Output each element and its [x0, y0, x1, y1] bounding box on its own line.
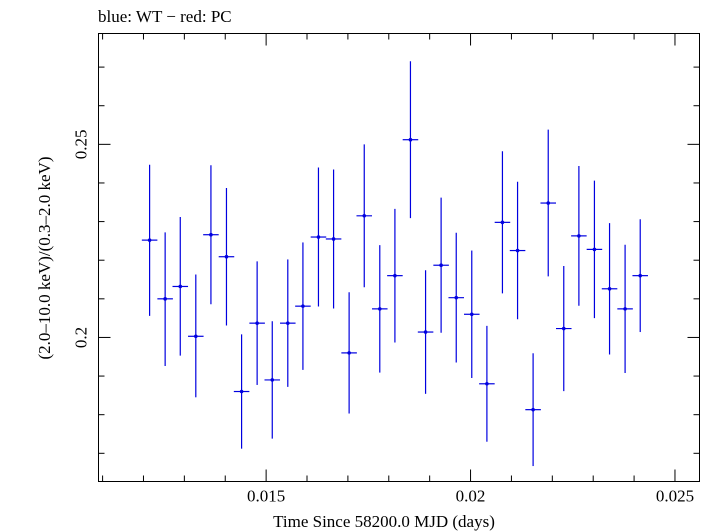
data-marker	[362, 213, 367, 218]
data-marker	[500, 220, 505, 225]
x-tick-label: 0.025	[656, 487, 694, 506]
data-marker	[638, 273, 643, 278]
data-point	[172, 216, 189, 356]
data-point	[586, 180, 603, 319]
axis-tick-labels: 0.015 0.02 0.025 0.2 0.25	[72, 129, 695, 505]
chart-title: blue: WT − red: PC	[98, 7, 232, 26]
data-marker	[531, 407, 535, 412]
data-point	[157, 232, 173, 367]
data-point	[571, 165, 587, 306]
data-marker	[347, 351, 351, 355]
data-marker	[224, 254, 229, 259]
data-point	[617, 244, 633, 373]
data-marker	[408, 137, 413, 142]
data-point	[218, 187, 235, 326]
data-point	[295, 242, 311, 370]
plot-frame	[98, 33, 700, 482]
data-marker	[194, 334, 198, 339]
data-point	[203, 165, 219, 305]
y-tick-label: 0.25	[72, 129, 91, 159]
data-marker	[454, 295, 459, 300]
data-point	[372, 245, 388, 373]
data-marker	[607, 286, 612, 291]
data-point	[525, 353, 541, 467]
data-marker	[316, 235, 321, 239]
data-marker	[239, 389, 244, 394]
data-point	[402, 61, 419, 219]
data-marker	[285, 321, 290, 325]
data-point	[141, 164, 158, 316]
y-tick-label: 0.2	[72, 327, 91, 348]
data-marker	[255, 321, 259, 325]
data-series	[141, 61, 648, 467]
data-point	[494, 151, 511, 294]
data-point	[387, 208, 403, 343]
data-marker	[178, 284, 183, 289]
data-marker	[485, 381, 489, 386]
data-point	[264, 321, 281, 439]
data-point	[249, 261, 265, 385]
data-point	[280, 259, 296, 387]
axis-ticks	[98, 33, 700, 482]
data-marker	[623, 307, 627, 311]
data-point	[233, 334, 250, 449]
data-point	[464, 250, 480, 378]
x-tick-label: 0.015	[247, 487, 285, 506]
data-point	[601, 223, 618, 355]
data-marker	[393, 273, 397, 278]
data-point	[509, 181, 526, 320]
data-marker	[469, 312, 474, 317]
data-marker	[561, 326, 566, 331]
data-marker	[515, 248, 520, 253]
data-point	[555, 265, 572, 392]
data-marker	[377, 307, 382, 311]
data-marker	[423, 330, 428, 334]
data-point	[310, 167, 327, 307]
data-point	[632, 219, 648, 333]
x-axis-label: Time Since 58200.0 MJD (days)	[273, 512, 495, 531]
data-point	[417, 270, 434, 394]
y-axis-label: (2.0–10.0 keV)/(0.3–2.0 keV)	[35, 156, 54, 359]
data-marker	[439, 263, 443, 268]
data-marker	[301, 304, 305, 308]
data-marker	[592, 247, 597, 252]
data-point	[448, 232, 465, 363]
data-marker	[577, 234, 581, 238]
data-marker	[270, 378, 275, 382]
data-point	[540, 129, 556, 277]
data-marker	[209, 232, 213, 237]
data-point	[325, 169, 342, 309]
data-point	[479, 325, 495, 442]
data-marker	[331, 237, 336, 241]
x-tick-label: 0.02	[456, 487, 486, 506]
data-point	[356, 144, 373, 288]
data-point	[341, 292, 357, 414]
data-point	[188, 274, 204, 398]
data-marker	[163, 297, 167, 301]
data-point	[433, 197, 449, 333]
data-marker	[147, 238, 152, 242]
data-marker	[546, 201, 551, 205]
